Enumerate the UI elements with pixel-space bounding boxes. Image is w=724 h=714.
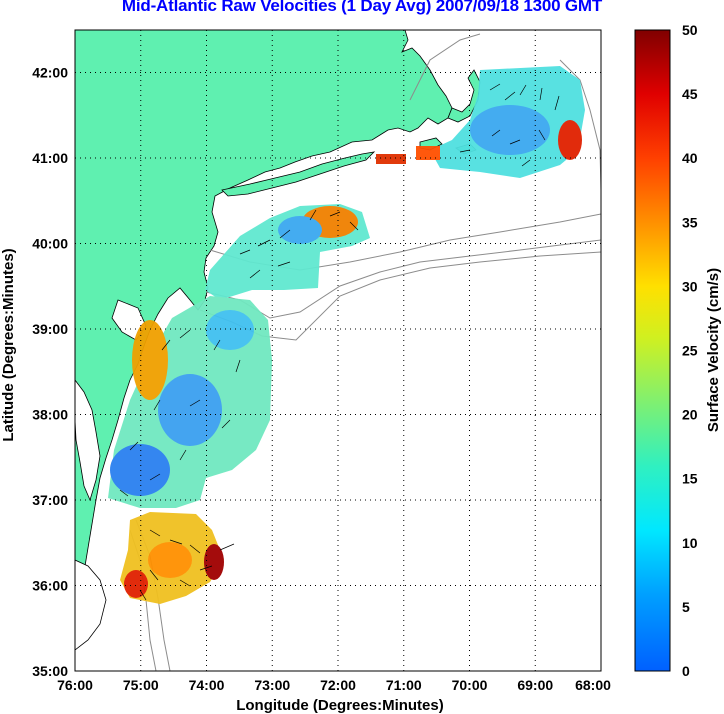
x-tick-label: 76:00 — [57, 677, 93, 693]
colorbar-tick-label: 15 — [682, 471, 698, 487]
velocity-vectors — [119, 83, 560, 601]
y-tick-label: 37:00 — [32, 492, 68, 508]
x-tick-label: 69:00 — [517, 677, 553, 693]
y-tick-label: 36:00 — [32, 578, 68, 594]
map-title: Mid-Atlantic Raw Velocities (1 Day Avg) … — [121, 0, 603, 15]
y-axis-label: Latitude (Degrees:Minutes) — [0, 248, 17, 441]
colorbar-tick-labels: 0 5 10 15 20 25 30 35 40 45 50 — [682, 22, 698, 679]
pamlico-sound — [75, 559, 107, 651]
x-tick-label: 73:00 — [254, 677, 290, 693]
colorbar-tick-label: 50 — [682, 22, 698, 38]
x-tick-label: 75:00 — [123, 677, 159, 693]
x-tick-label: 72:00 — [320, 677, 356, 693]
colorbar-tick-label: 45 — [682, 86, 698, 102]
colorbar-label: Surface Velocity (cm/s) — [705, 268, 722, 432]
colorbar-tick-label: 35 — [682, 214, 698, 230]
chesapeake-bay — [75, 379, 101, 502]
y-tick-label: 39:00 — [32, 321, 68, 337]
y-tick-label: 42:00 — [32, 65, 68, 81]
colorbar-tick-label: 25 — [682, 343, 698, 359]
colorbar-tick-label: 40 — [682, 150, 698, 166]
map-grid — [75, 30, 601, 671]
y-tick-label: 35:00 — [32, 663, 68, 679]
x-tick-label: 74:00 — [189, 677, 225, 693]
y-tick-labels: 35:00 36:00 37:00 38:00 39:00 40:00 41:0… — [32, 65, 68, 680]
y-tick-label: 38:00 — [32, 407, 68, 423]
y-tick-label: 40:00 — [32, 236, 68, 252]
x-axis-label: Longitude (Degrees:Minutes) — [236, 697, 444, 714]
x-tick-label: 71:00 — [386, 677, 422, 693]
colorbar-tick-label: 20 — [682, 407, 698, 423]
cape-cod — [447, 69, 481, 123]
y-tick-label: 41:00 — [32, 150, 68, 166]
colorbar-tick-label: 5 — [682, 599, 690, 615]
long-island — [221, 151, 376, 197]
colorbar-tick-label: 30 — [682, 278, 698, 294]
colorbar-tick-label: 0 — [682, 663, 690, 679]
x-tick-label: 70:00 — [452, 677, 488, 693]
colorbar-tick-label: 10 — [682, 535, 698, 551]
colorbar — [634, 29, 671, 672]
x-tick-labels: 76:00 75:00 74:00 73:00 72:00 71:00 70:0… — [57, 677, 611, 693]
x-tick-label: 68:00 — [575, 677, 611, 693]
